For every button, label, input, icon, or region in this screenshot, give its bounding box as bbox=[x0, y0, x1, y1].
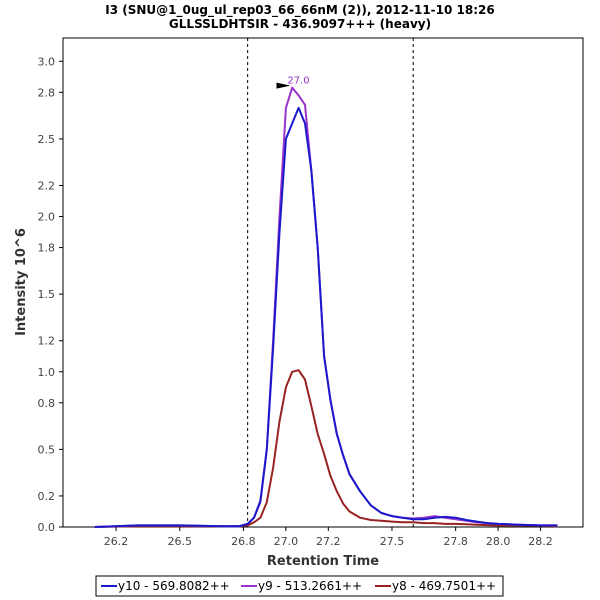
plot-area bbox=[62, 37, 584, 528]
chart-subtitle: GLLSSLDHTSIR - 436.9097+++ (heavy) bbox=[169, 17, 431, 31]
x-tick-label: 26.8 bbox=[231, 535, 256, 548]
x-tick-label: 26.5 bbox=[167, 535, 192, 548]
x-tick-label: 27.5 bbox=[380, 535, 405, 548]
y-tick-label: 2.8 bbox=[38, 86, 56, 99]
x-tick-label: 28.0 bbox=[486, 535, 511, 548]
y-tick-label: 1.8 bbox=[38, 242, 56, 255]
y-tick-label: 3.0 bbox=[38, 55, 56, 68]
peak-marker-arrow bbox=[276, 82, 291, 89]
x-tick-label: 27.2 bbox=[316, 535, 341, 548]
y-tick-label: 1.5 bbox=[38, 288, 56, 301]
y-axis-title: Intensity 10^6 bbox=[14, 228, 29, 336]
y-tick-label: 0.5 bbox=[38, 443, 56, 456]
peak-label: 27.0 bbox=[287, 76, 309, 87]
legend-label-0: y10 - 569.8082++ bbox=[118, 579, 230, 593]
x-tick-label: 27.0 bbox=[274, 535, 299, 548]
x-axis-title: Retention Time bbox=[267, 554, 379, 569]
y-tick-label: 1.2 bbox=[38, 335, 56, 348]
series-lines bbox=[94, 86, 558, 528]
legend-box bbox=[95, 575, 504, 597]
y-axis-ticks: 0.0 0.2 0.5 0.8 1.0 1.2 1.5 1.8 2.0 2.2 2.5 2.8 3.0 bbox=[38, 55, 63, 534]
x-tick-label: 28.2 bbox=[528, 535, 553, 548]
y-tick-label: 0.8 bbox=[38, 397, 56, 410]
y-tick-label: 2.0 bbox=[38, 211, 56, 224]
legend-label-2: y8 - 469.7501++ bbox=[392, 579, 496, 593]
y-tick-label: 2.5 bbox=[38, 133, 56, 146]
x-tick-label: 27.8 bbox=[443, 535, 468, 548]
series-line-0 bbox=[94, 106, 558, 528]
chart-title: I3 (SNU@1_0ug_ul_rep03_66_66nM (2)), 201… bbox=[105, 3, 494, 18]
series-line-2 bbox=[94, 369, 558, 528]
x-axis-ticks: 26.2 26.5 26.8 27.0 27.2 27.5 27.8 28.0 28.2 bbox=[104, 527, 553, 548]
x-tick-label: 26.2 bbox=[104, 535, 129, 548]
legend: y10 - 569.8082++ y9 - 513.2661++ y8 - 469.… bbox=[101, 579, 496, 593]
y-tick-label: 0.2 bbox=[38, 490, 56, 503]
y-tick-label: 0.0 bbox=[38, 521, 56, 534]
peak-annotation: 27.0 bbox=[276, 76, 310, 89]
y-tick-label: 2.2 bbox=[38, 179, 56, 192]
legend-label-1: y9 - 513.2661++ bbox=[258, 579, 362, 593]
y-tick-label: 1.0 bbox=[38, 366, 56, 379]
